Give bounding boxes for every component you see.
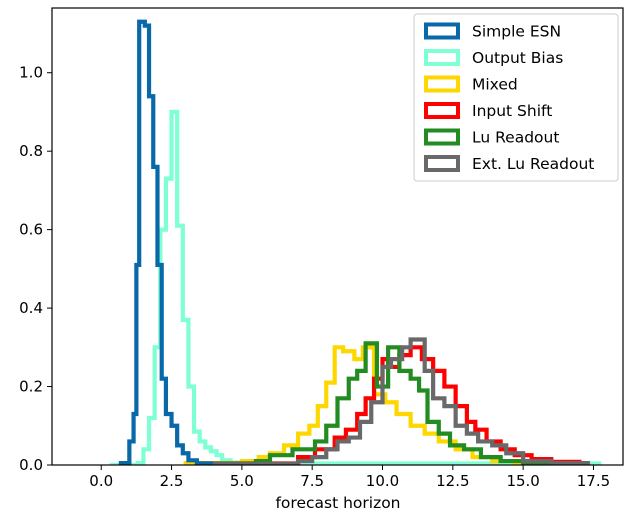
legend-swatch-output-bias [424, 49, 460, 66]
series-input-shift [197, 345, 582, 465]
legend-swatch-mixed [424, 75, 460, 93]
x-tick-label: 17.5 [577, 472, 610, 490]
legend: Simple ESN Output Bias Mixed Input Shift Lu … [413, 13, 619, 182]
legend-label-ext-lu-readout: Ext. Lu Readout [472, 155, 594, 173]
x-tick-label: 15.0 [506, 472, 539, 490]
legend-swatch-ext-lu-readout [424, 155, 460, 172]
x-axis-label: forecast horizon [275, 494, 400, 512]
series-ext-lu-readout [197, 337, 590, 465]
legend-label-mixed: Mixed [472, 76, 518, 94]
legend-label-input-shift: Input Shift [472, 102, 552, 120]
legend-label-lu-readout: Lu Readout [472, 129, 559, 147]
series-layer [109, 19, 602, 465]
x-tick-label: 7.5 [300, 472, 324, 490]
y-tick-label: 0.8 [19, 142, 43, 160]
legend-label-output-bias: Output Bias [472, 49, 563, 67]
y-tick-label: 0.2 [19, 378, 43, 396]
y-axis: 0.0 0.2 0.4 0.6 0.8 1.0 [19, 64, 52, 474]
legend-swatch-simple-esn [424, 22, 460, 40]
x-tick-label: 5.0 [230, 472, 254, 490]
series-simple-esn [118, 19, 214, 465]
plot-frame [51, 7, 624, 466]
y-tick-label: 0.6 [19, 221, 43, 239]
y-tick-label: 0.0 [19, 456, 43, 474]
x-tick-label: 0.0 [89, 472, 113, 490]
legend-swatch-input-shift [424, 102, 460, 119]
legend-box [413, 13, 619, 182]
series-output-bias [109, 109, 602, 465]
y-tick-label: 1.0 [19, 64, 43, 82]
y-tick-label: 0.4 [19, 299, 43, 317]
x-axis: 0.0 2.5 5.0 7.5 10.0 12.5 15.0 17.5 [89, 465, 610, 490]
legend-label-simple-esn: Simple ESN [472, 23, 561, 41]
x-tick-label: 10.0 [366, 472, 399, 490]
x-tick-label: 12.5 [436, 472, 469, 490]
legend-swatch-lu-readout [424, 128, 460, 146]
x-tick-label: 2.5 [160, 472, 184, 490]
